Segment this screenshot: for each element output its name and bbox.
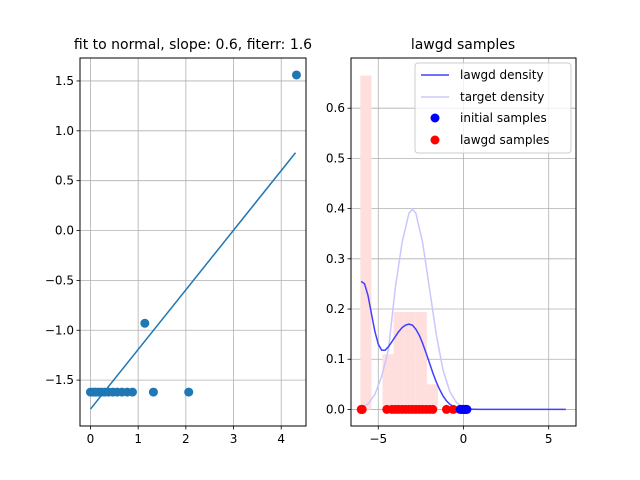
initial-sample-point	[462, 404, 472, 414]
data-point	[148, 387, 158, 397]
right-x-tick-label: 0	[460, 432, 468, 446]
data-point	[291, 70, 301, 80]
lawgd-sample-point	[448, 404, 458, 414]
legend-box	[414, 62, 572, 154]
right-plot-ticks: −5 0 5 0.0 0.1 0.2 0.3 0.4 0.5 0.6	[326, 101, 553, 446]
lawgd-sample-point	[357, 404, 367, 414]
histogram-bar	[426, 384, 438, 410]
data-point	[127, 387, 137, 397]
data-point	[140, 318, 150, 328]
histogram-bar	[393, 312, 405, 410]
legend-lawgd-samples-marker	[430, 135, 440, 145]
right-y-tick-label: 0.0	[326, 402, 345, 416]
left-plot-ticks: 0 1 2 3 4 −1.5 −1.0 −0.5 0.0 0.5 1.0 1.5	[45, 74, 285, 446]
right-y-tick-label: 0.2	[326, 302, 345, 316]
left-plot-title: fit to normal, slope: 0.6, fiterr: 1.6	[74, 37, 312, 53]
left-y-tick-label: 0.0	[55, 224, 74, 238]
fit-to-normal-plot: fit to normal, slope: 0.6, fiterr: 1.6 0…	[45, 37, 312, 446]
lawgd-samples-plot: lawgd samples −5 0 50.00.10.20.30.40.50.6 …	[326, 37, 577, 446]
right-x-tick-label: 5	[545, 432, 553, 446]
left-x-tick-label: 3	[230, 432, 238, 446]
right-plot-data	[356, 75, 566, 414]
left-y-tick-label: −1.5	[45, 373, 74, 387]
right-x-tick-label: −5	[369, 432, 387, 446]
histogram-bar	[404, 312, 416, 410]
legend-label-target-density: target density	[460, 90, 544, 104]
histogram-bar	[360, 75, 372, 410]
legend-label-lawgd-density: lawgd density	[460, 68, 544, 82]
left-x-tick-label: 1	[134, 432, 142, 446]
data-point	[184, 387, 194, 397]
left-y-tick-label: 1.5	[55, 74, 74, 88]
target-density-line	[360, 208, 473, 410]
left-y-tick-label: −1.0	[45, 323, 74, 337]
left-x-tick-label: 0	[87, 432, 95, 446]
fit-line	[89, 152, 297, 410]
legend-initial-samples-marker	[430, 113, 440, 123]
left-plot-data	[85, 70, 301, 410]
right-y-tick-label: 0.3	[326, 252, 345, 266]
left-plot-frame	[79, 57, 307, 427]
left-y-tick-label: −0.5	[45, 273, 74, 287]
right-y-tick-label: 0.1	[326, 352, 345, 366]
histogram-bar	[415, 312, 427, 410]
lawgd-sample-point	[428, 404, 438, 414]
legend-label-lawgd-samples: lawgd samples	[460, 133, 549, 147]
histogram-bar	[382, 354, 394, 410]
right-y-tick-label: 0.5	[326, 151, 345, 165]
left-x-tick-label: 4	[277, 432, 285, 446]
left-y-tick-label: 0.5	[55, 174, 74, 188]
lawgd-sample-point	[441, 404, 451, 414]
right-plot-title: lawgd samples	[411, 37, 515, 53]
right-y-tick-label: 0.4	[326, 202, 345, 216]
left-plot-grid	[80, 58, 306, 426]
legend: lawgd density target density initial sam…	[414, 62, 572, 154]
right-y-tick-label: 0.6	[326, 101, 345, 115]
left-x-tick-label: 2	[182, 432, 190, 446]
legend-label-initial-samples: initial samples	[460, 111, 547, 125]
left-y-tick-label: 1.0	[55, 124, 74, 138]
